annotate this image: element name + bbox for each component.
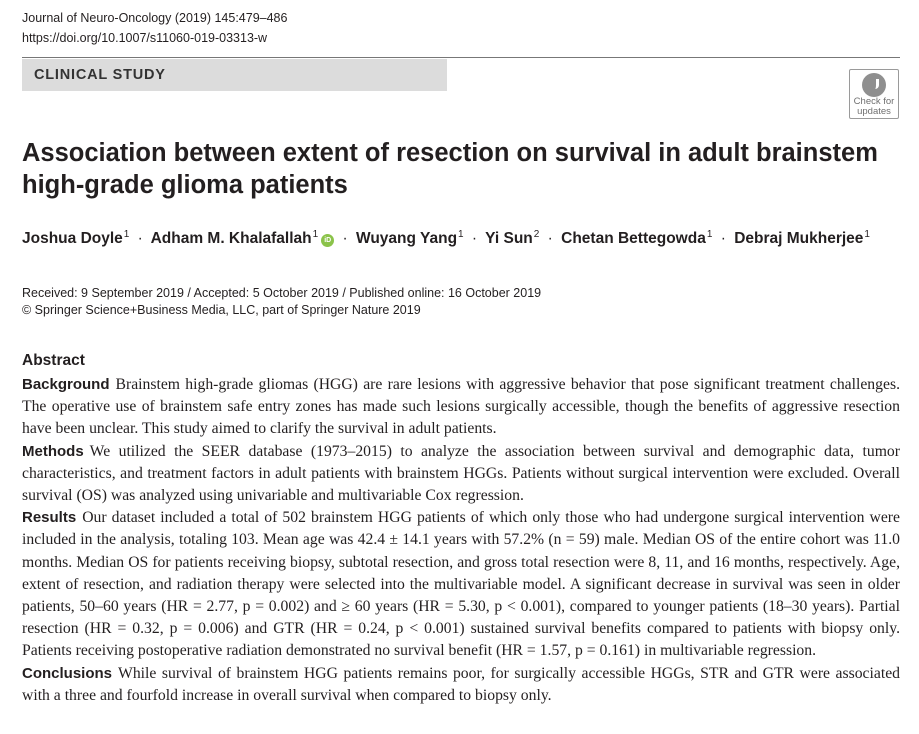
- section-label: Background: [22, 376, 110, 393]
- author-name[interactable]: Adham M. Khalafallah1: [150, 229, 319, 247]
- orcid-icon[interactable]: iD: [321, 234, 335, 247]
- article-title: Association between extent of resection …: [22, 139, 878, 199]
- abstract-background: Background Brainstem high-grade gliomas (…: [22, 374, 900, 441]
- section-text: Our dataset included a total of 502 brai…: [22, 509, 900, 660]
- header-rule: [22, 57, 900, 58]
- author-name[interactable]: Chetan Bettegowda1: [561, 229, 713, 247]
- journal-citation: Journal of Neuro-Oncology (2019) 145:479…: [22, 11, 288, 25]
- doi-link[interactable]: https://doi.org/10.1007/s11060-019-03313…: [22, 31, 268, 45]
- check-for-updates-badge[interactable]: Check for updates: [849, 69, 899, 119]
- section-label: Conclusions: [22, 664, 113, 682]
- author-name[interactable]: Joshua Doyle1: [22, 229, 130, 247]
- section-label: Methods: [22, 442, 84, 460]
- author-name[interactable]: Wuyang Yang1: [355, 229, 464, 247]
- abstract-body: Background Brainstem high-grade gliomas (…: [22, 374, 900, 707]
- section-text: Brainstem high-grade gliomas (HGG) are r…: [22, 376, 900, 438]
- abstract-conclusions: Conclusions While survival of brainstem H…: [22, 663, 900, 707]
- publication-dates: Received: 9 September 2019 / Accepted: 5…: [22, 285, 541, 319]
- abstract-methods: Methods We utilized the SEER database (19…: [22, 441, 900, 508]
- bookmark-icon: [862, 73, 886, 97]
- article-category-band: CLINICAL STUDY: [22, 59, 447, 91]
- section-text: We utilized the SEER database (1973–2015…: [22, 442, 900, 505]
- check-for-updates-label: Check for updates: [853, 96, 895, 117]
- history-dates: Received: 9 September 2019 / Accepted: 5…: [22, 286, 542, 300]
- journal-header: Journal of Neuro-Oncology (2019) 145:479…: [22, 8, 287, 48]
- abstract-results: Results Our dataset included a total of 5…: [22, 507, 900, 662]
- author-name[interactable]: Yi Sun2: [485, 229, 540, 247]
- author-list: Joshua Doyle1 · Adham M. Khalafallah1iD …: [22, 229, 870, 247]
- section-label: Results: [22, 509, 77, 527]
- copyright-line: © Springer Science+Business Media, LLC, …: [22, 303, 421, 317]
- section-text: While survival of brainstem HGG patients…: [22, 664, 900, 704]
- article-category: CLINICAL STUDY: [34, 67, 166, 83]
- abstract-heading: Abstract: [22, 352, 85, 369]
- author-name[interactable]: Debraj Mukherjee1: [734, 229, 870, 247]
